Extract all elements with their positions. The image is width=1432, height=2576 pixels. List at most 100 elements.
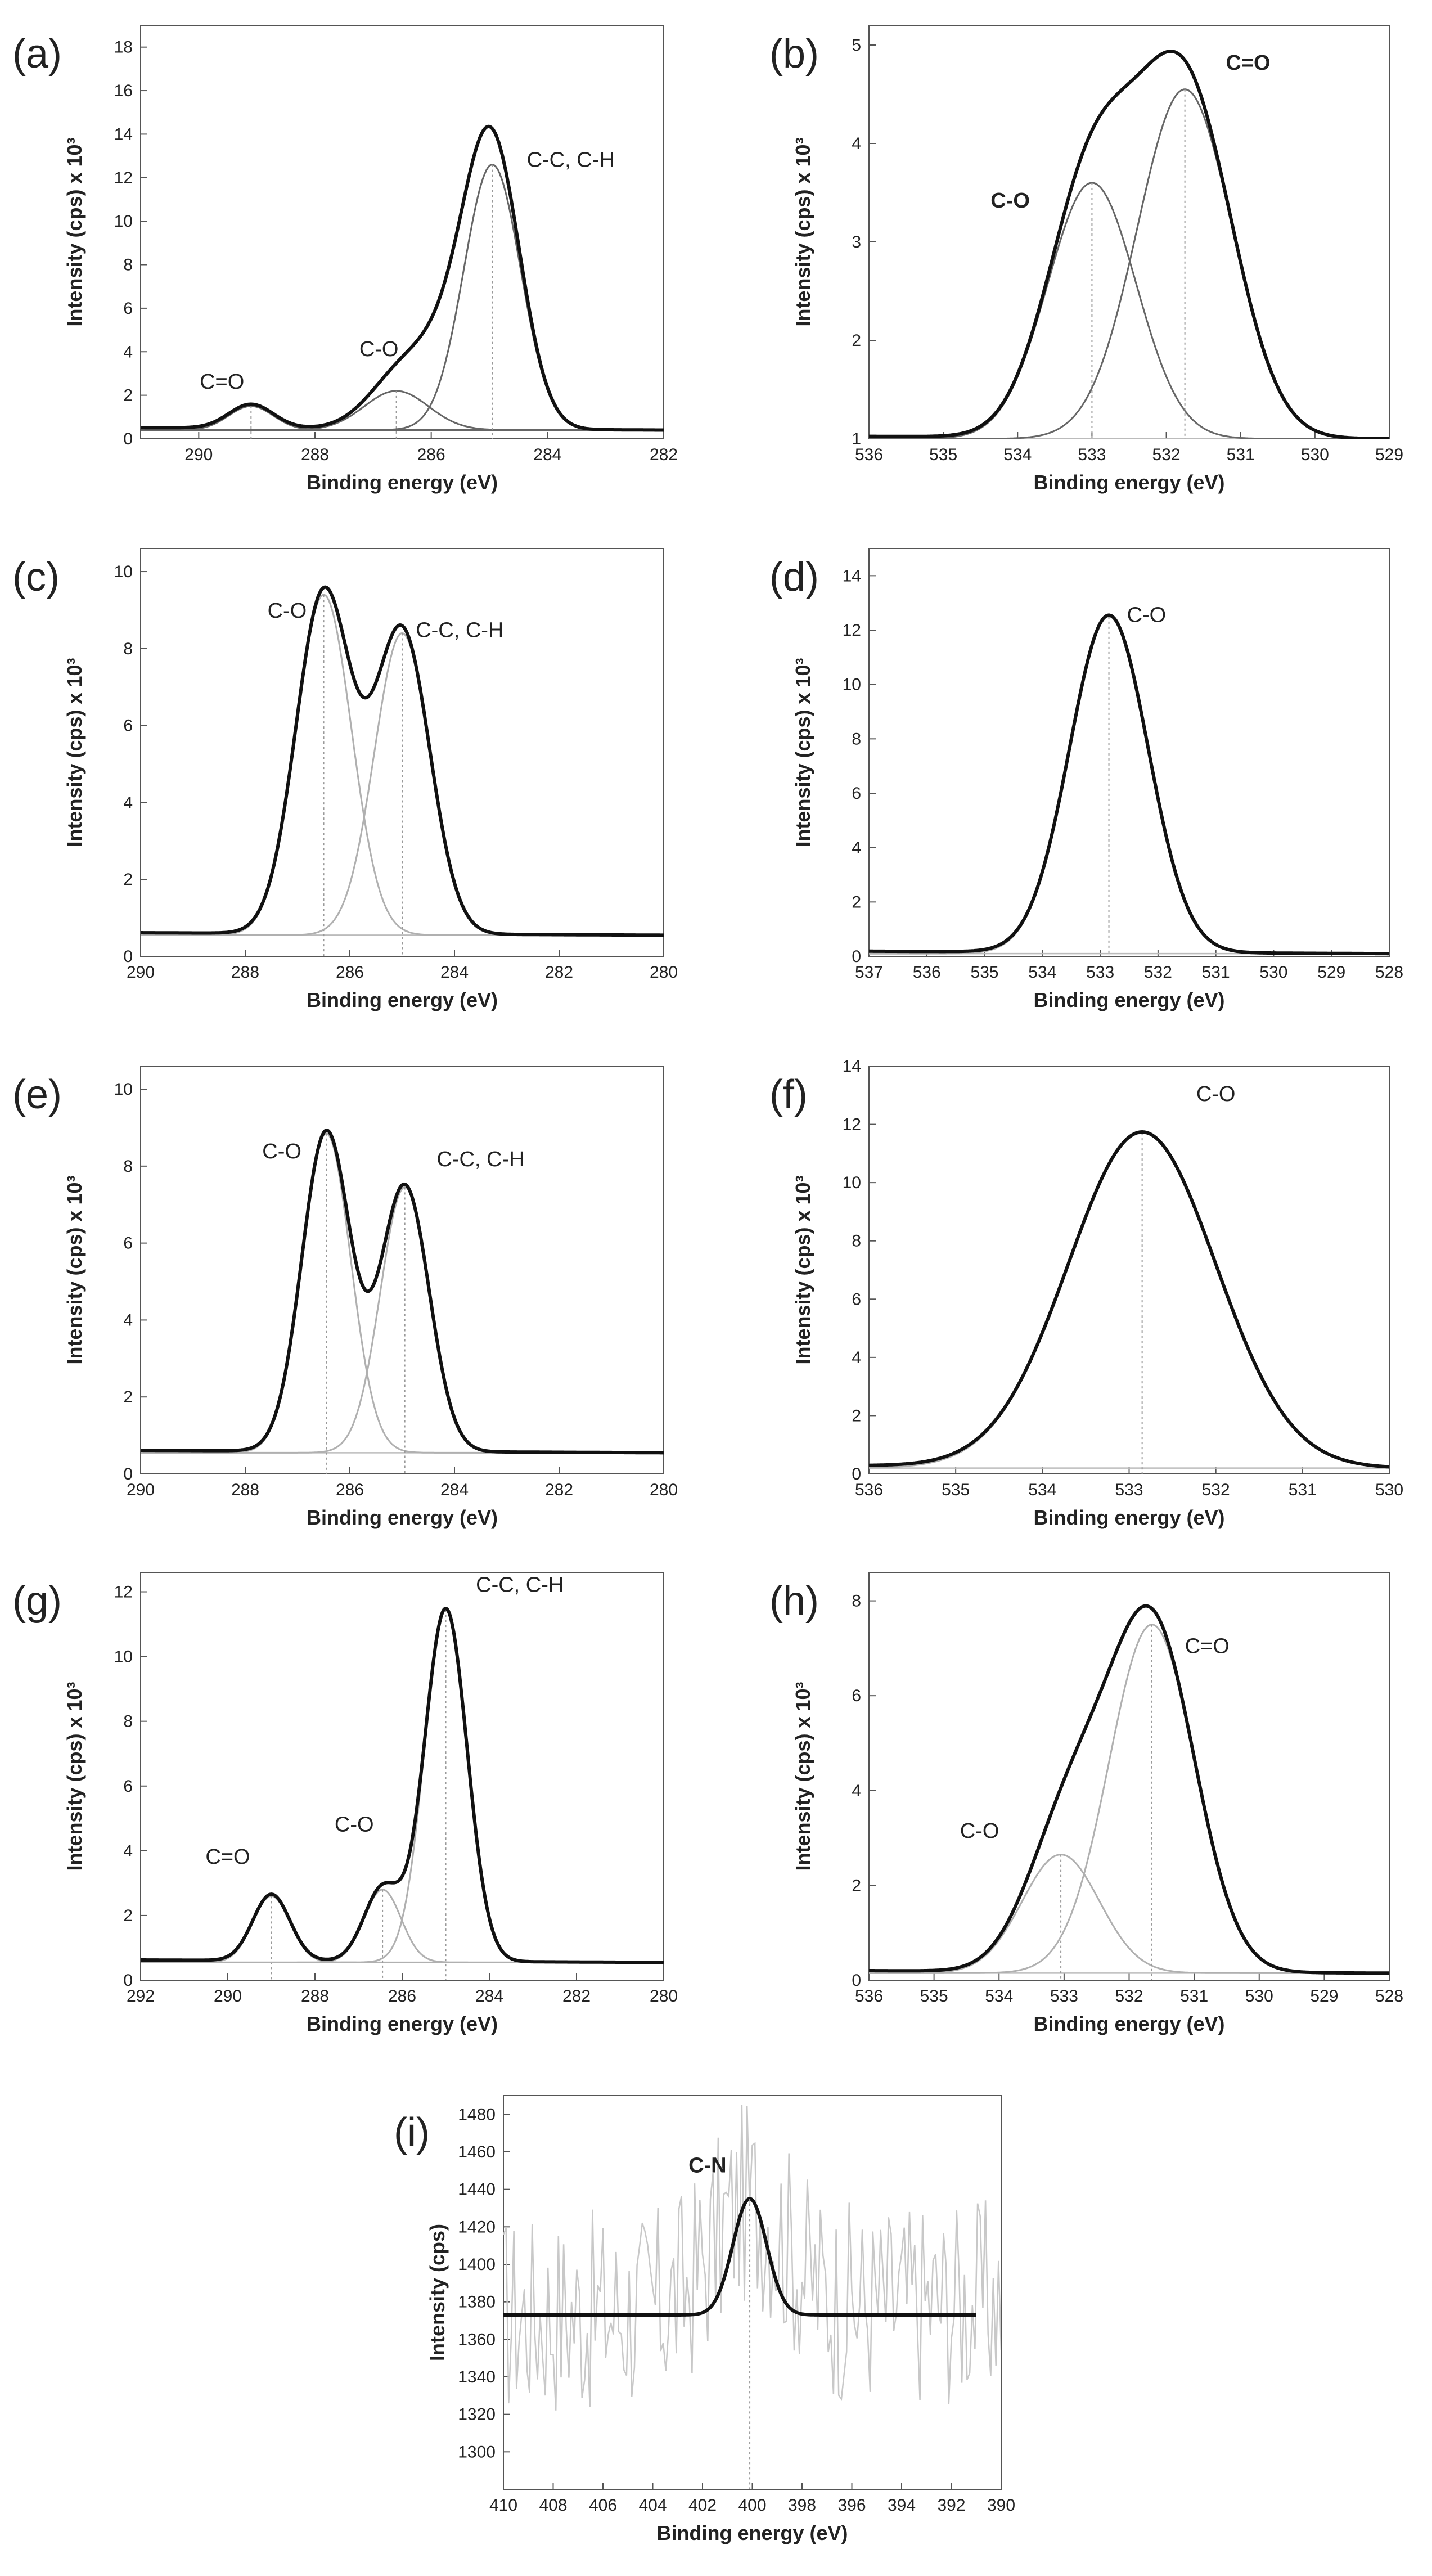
plot-area bbox=[141, 1129, 664, 1474]
x-axis-title: Binding energy (eV) bbox=[656, 2521, 848, 2544]
y-axis-title: Intensity (cps) x 10³ bbox=[63, 658, 86, 847]
panel-label-g: (g) bbox=[12, 1579, 62, 1624]
component-curve bbox=[869, 182, 1389, 439]
y-tick-label: 4 bbox=[123, 343, 133, 361]
y-tick-label: 1340 bbox=[458, 2368, 496, 2386]
x-tick-label: 532 bbox=[1115, 1987, 1143, 2006]
x-tick-label: 537 bbox=[855, 963, 883, 982]
panel-f: (f) 536 535 534 533 532 531 530 0 2 4 6 8 10 12 14 Bindi… bbox=[769, 1057, 1403, 1529]
y-tick-label: 8 bbox=[123, 1712, 133, 1731]
y-tick-label: 8 bbox=[123, 256, 133, 275]
x-tick-label: 530 bbox=[1259, 963, 1287, 982]
peak-label: C-C, C-H bbox=[416, 618, 503, 642]
component-curve bbox=[141, 1889, 664, 1963]
panel-b: (b) 536 535 534 533 532 531 530 529 1 2 3 4 5 Binding … bbox=[769, 25, 1403, 494]
y-tick-label: 1320 bbox=[458, 2406, 496, 2424]
envelope-curve bbox=[141, 124, 664, 432]
peak-label: C-O bbox=[1196, 1082, 1236, 1106]
plot-frame bbox=[868, 1066, 1390, 1474]
component-curve bbox=[141, 390, 664, 431]
panel-label-b: (b) bbox=[769, 32, 819, 77]
plot-area bbox=[503, 2105, 1001, 2489]
x-tick-label: 410 bbox=[489, 2496, 517, 2515]
component-curve bbox=[869, 615, 1389, 955]
y-tick-label: 10 bbox=[114, 1648, 133, 1666]
x-tick-label: 529 bbox=[1317, 963, 1345, 982]
x-tick-label: 535 bbox=[942, 1481, 970, 1499]
x-tick-label: 529 bbox=[1375, 446, 1403, 464]
plot-frame bbox=[868, 25, 1390, 439]
x-tick-label: 398 bbox=[788, 2496, 816, 2515]
x-tick-label: 280 bbox=[650, 963, 678, 982]
peak-label: C-O bbox=[960, 1819, 999, 1843]
component-curve bbox=[869, 88, 1389, 439]
panel-label-d: (d) bbox=[769, 555, 819, 600]
component-curve bbox=[869, 1854, 1389, 1974]
y-axis-title: Intensity (cps) x 10³ bbox=[791, 658, 814, 847]
x-tick-label: 286 bbox=[388, 1987, 416, 2006]
plot-frame bbox=[140, 1066, 664, 1474]
plot-area bbox=[141, 585, 664, 956]
y-tick-label: 4 bbox=[123, 1311, 133, 1329]
y-tick-label: 8 bbox=[852, 1592, 861, 1611]
y-tick-label: 12 bbox=[114, 1583, 133, 1602]
y-tick-label: 16 bbox=[114, 82, 133, 100]
y-tick-label: 4 bbox=[123, 1842, 133, 1860]
x-tick-label: 282 bbox=[650, 446, 678, 464]
x-tick-label: 532 bbox=[1144, 963, 1172, 982]
y-tick-label: 0 bbox=[123, 1465, 133, 1483]
x-tick-label: 282 bbox=[545, 963, 573, 982]
envelope-curve bbox=[869, 1604, 1389, 1975]
plot-frame bbox=[868, 548, 1390, 957]
panel-label-a: (a) bbox=[12, 32, 62, 77]
x-axis-title: Binding energy (eV) bbox=[1033, 471, 1224, 494]
envelope-curve bbox=[141, 1607, 664, 1964]
panel-label-h: (h) bbox=[769, 1579, 819, 1624]
x-tick-label: 402 bbox=[688, 2496, 717, 2515]
peak-label: C-C, C-H bbox=[527, 148, 615, 172]
x-tick-label: 396 bbox=[837, 2496, 866, 2515]
x-tick-label: 534 bbox=[985, 1987, 1013, 2006]
x-tick-label: 394 bbox=[888, 2496, 916, 2515]
y-axis-title: Intensity (cps) x 10³ bbox=[791, 1175, 814, 1364]
y-axis-title: Intensity (cps) x 10³ bbox=[63, 137, 86, 326]
component-curve bbox=[869, 1132, 1389, 1469]
x-tick-label: 288 bbox=[301, 446, 329, 464]
y-tick-label: 5 bbox=[852, 36, 861, 55]
y-tick-label: 0 bbox=[123, 947, 133, 966]
y-tick-label: 1480 bbox=[458, 2105, 496, 2124]
x-tick-label: 532 bbox=[1152, 446, 1181, 464]
y-tick-label: 6 bbox=[123, 1777, 133, 1796]
plot-frame bbox=[140, 548, 664, 957]
y-tick-label: 10 bbox=[843, 1174, 861, 1192]
y-axis-title: Intensity (cps) x 10³ bbox=[63, 1175, 86, 1364]
y-tick-label: 1380 bbox=[458, 2293, 496, 2312]
x-tick-label: 408 bbox=[539, 2496, 567, 2515]
y-tick-label: 2 bbox=[852, 331, 861, 350]
x-tick-label: 284 bbox=[440, 963, 469, 982]
y-tick-label: 3 bbox=[852, 233, 861, 251]
x-axis-title: Binding energy (eV) bbox=[307, 471, 498, 494]
raw-data-curve bbox=[503, 2105, 1001, 2411]
x-tick-label: 292 bbox=[127, 1987, 155, 2006]
peak-label: C-C, C-H bbox=[476, 1574, 564, 1597]
x-tick-label: 286 bbox=[336, 963, 364, 982]
fit-curve bbox=[503, 2197, 976, 2317]
x-tick-label: 536 bbox=[855, 1481, 883, 1499]
peak-label: C=O bbox=[1185, 1634, 1230, 1658]
x-axis-title: Binding energy (eV) bbox=[1033, 1506, 1224, 1529]
component-curve bbox=[141, 1186, 664, 1454]
y-tick-label: 2 bbox=[123, 1388, 133, 1406]
y-tick-label: 2 bbox=[123, 1907, 133, 1925]
y-tick-label: 12 bbox=[843, 621, 861, 640]
panel-h: (h) 536 535 534 533 532 531 530 529 528 0 2 4 6 8 Bindi… bbox=[769, 1572, 1403, 2035]
y-tick-label: 1300 bbox=[458, 2443, 496, 2461]
y-tick-label: 8 bbox=[852, 1232, 861, 1251]
x-tick-label: 535 bbox=[971, 963, 999, 982]
y-tick-label: 1 bbox=[852, 430, 861, 448]
y-tick-label: 4 bbox=[852, 1782, 861, 1800]
y-tick-label: 4 bbox=[852, 1348, 861, 1367]
y-tick-label: 8 bbox=[123, 1157, 133, 1176]
y-tick-label: 0 bbox=[852, 1971, 861, 1990]
